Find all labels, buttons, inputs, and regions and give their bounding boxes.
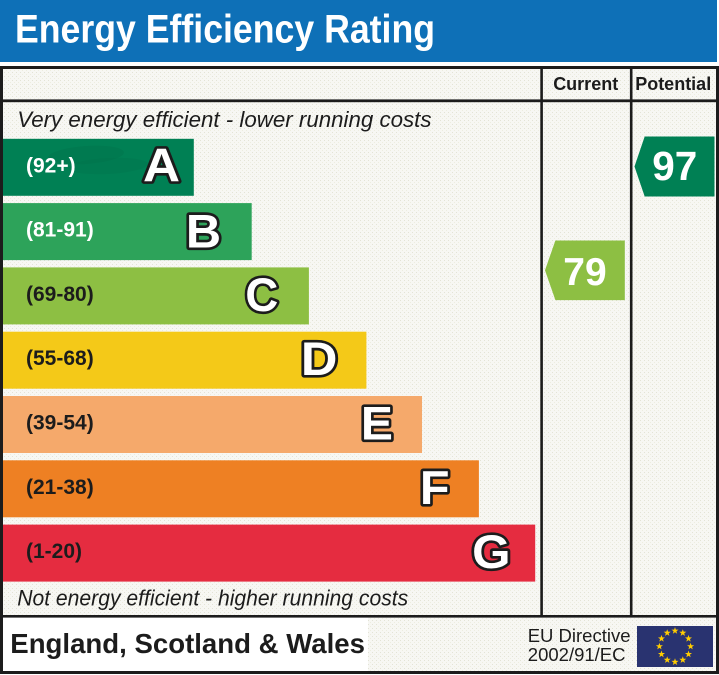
svg-text:Not energy efficient - higher: Not energy efficient - higher running co… [17,585,408,610]
svg-text:(1-20): (1-20) [26,540,82,563]
svg-text:C: C [245,268,278,321]
svg-text:EU Directive: EU Directive [528,625,631,646]
svg-text:79: 79 [563,251,606,294]
svg-text:(92+): (92+) [26,154,76,177]
svg-text:G: G [472,526,510,579]
svg-text:A: A [143,139,180,192]
svg-text:B: B [186,205,221,258]
svg-text:D: D [301,334,338,386]
svg-text:(55-68): (55-68) [26,347,94,370]
svg-text:Energy Efficiency Rating: Energy Efficiency Rating [15,8,435,52]
svg-text:(21-38): (21-38) [26,476,94,499]
svg-text:97: 97 [652,143,697,189]
svg-text:2002/91/EC: 2002/91/EC [528,644,626,665]
svg-text:Very energy efficient - lower: Very energy efficient - lower running co… [17,107,431,132]
svg-text:F: F [420,462,450,514]
svg-text:England, Scotland & Wales: England, Scotland & Wales [10,628,365,659]
svg-text:Potential: Potential [635,74,711,94]
svg-text:(69-80): (69-80) [26,283,94,306]
svg-text:Current: Current [553,74,618,94]
svg-text:(39-54): (39-54) [26,412,94,435]
svg-text:(81-91): (81-91) [26,219,94,242]
svg-text:E: E [361,398,393,451]
